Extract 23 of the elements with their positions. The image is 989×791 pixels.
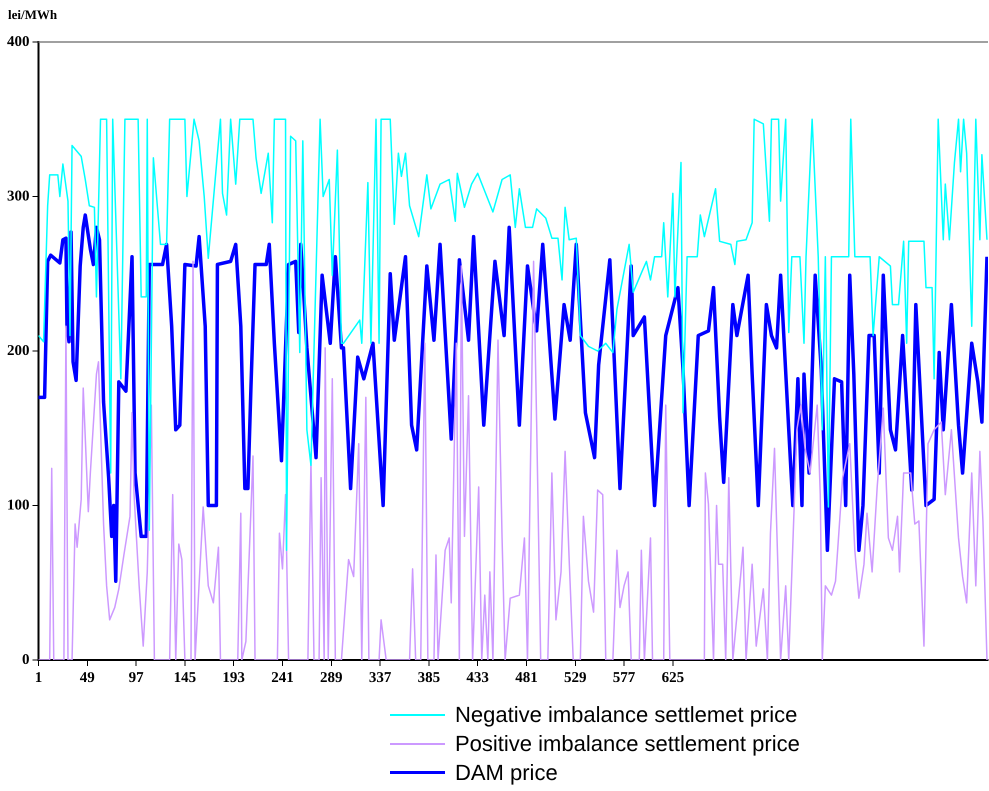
- x-tick-label: 145: [174, 670, 196, 686]
- y-axis-title: lei/MWh: [8, 6, 58, 22]
- y-tick-label: 400: [7, 34, 30, 50]
- x-tick-label: 433: [466, 670, 489, 686]
- legend-label: DAM price: [455, 759, 558, 787]
- x-tick-label: 241: [271, 670, 294, 686]
- y-tick-label: 0: [22, 652, 30, 668]
- x-tick-label: 481: [515, 670, 538, 686]
- x-tick-label: 49: [80, 670, 95, 686]
- legend-label: Negative imbalance settlemet price: [455, 701, 798, 729]
- y-tick-label: 300: [7, 188, 30, 204]
- x-tick-label: 577: [612, 670, 636, 686]
- y-tick-label: 100: [7, 497, 30, 514]
- x-tick-label: 289: [320, 670, 343, 686]
- y-tick-label: 200: [7, 342, 30, 359]
- x-tick-label: 625: [662, 670, 684, 686]
- x-tick-label: 193: [222, 670, 245, 686]
- legend-label: Positive imbalance settlement price: [455, 730, 800, 758]
- x-tick-label: 529: [564, 670, 587, 686]
- x-tick-label: 337: [368, 670, 392, 686]
- x-tick-label: 97: [128, 670, 144, 686]
- x-tick-label: 385: [418, 670, 440, 686]
- x-tick-label: 1: [34, 670, 42, 686]
